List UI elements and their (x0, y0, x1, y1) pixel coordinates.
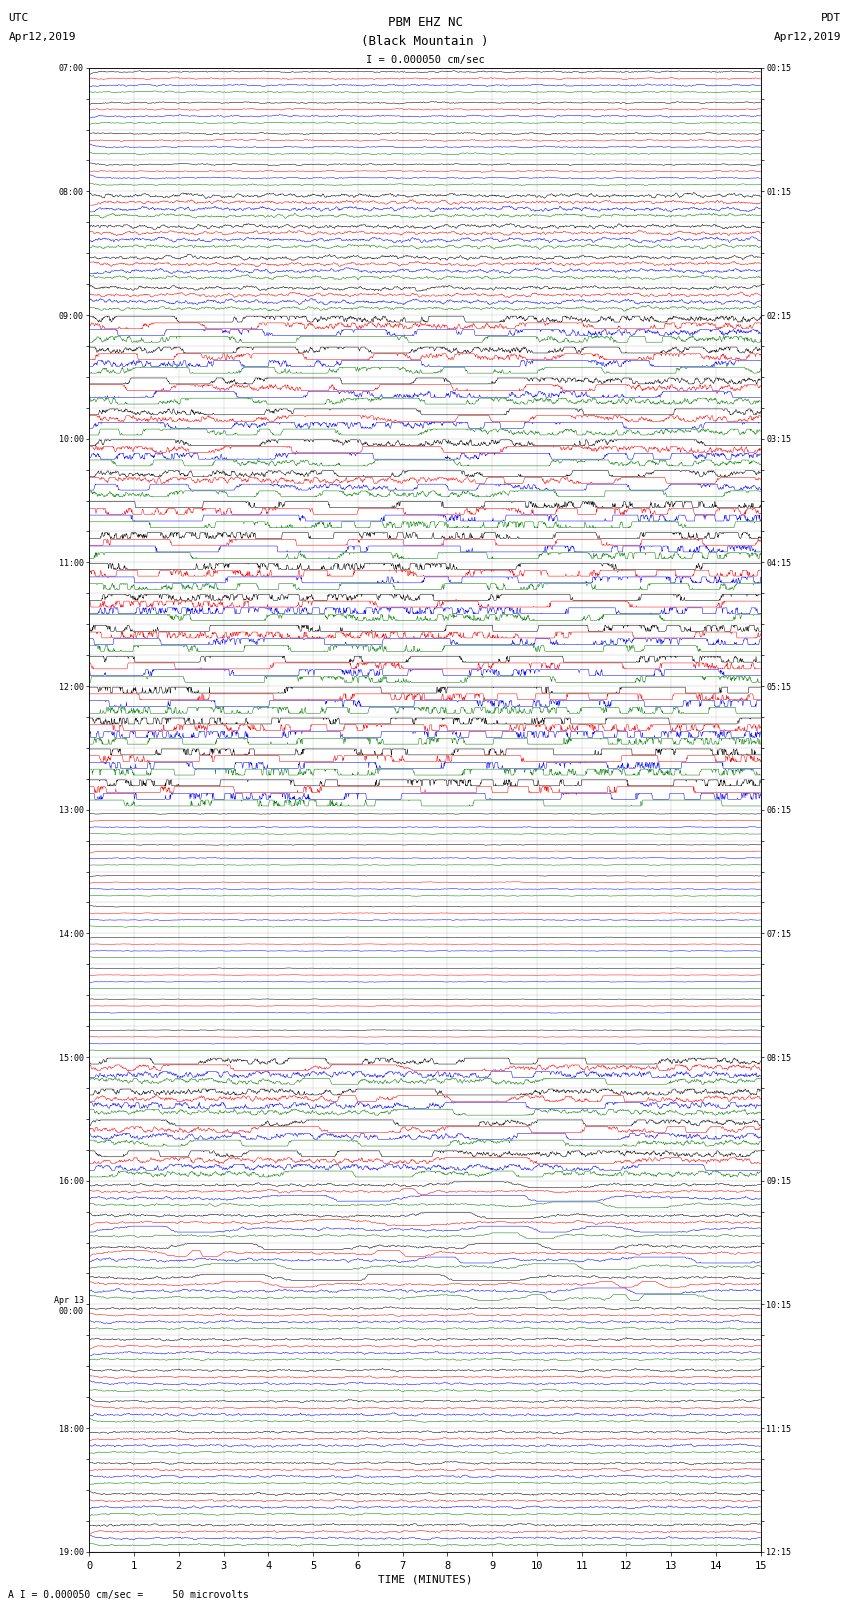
Text: (Black Mountain ): (Black Mountain ) (361, 35, 489, 48)
Text: Apr12,2019: Apr12,2019 (8, 32, 76, 42)
Text: Apr12,2019: Apr12,2019 (774, 32, 842, 42)
X-axis label: TIME (MINUTES): TIME (MINUTES) (377, 1574, 473, 1586)
Text: I = 0.000050 cm/sec: I = 0.000050 cm/sec (366, 55, 484, 65)
Text: UTC: UTC (8, 13, 29, 23)
Text: A I = 0.000050 cm/sec =     50 microvolts: A I = 0.000050 cm/sec = 50 microvolts (8, 1590, 249, 1600)
Text: PDT: PDT (821, 13, 842, 23)
Text: PBM EHZ NC: PBM EHZ NC (388, 16, 462, 29)
